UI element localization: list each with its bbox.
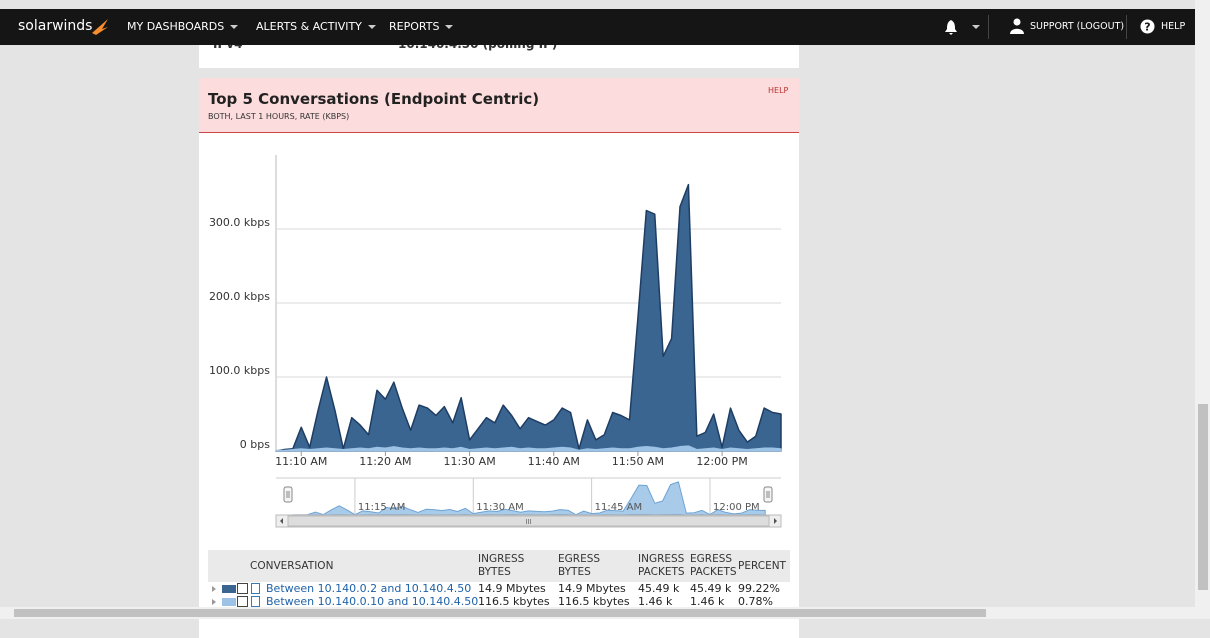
detail-icon xyxy=(251,596,260,607)
column-header: INGRESS PACKETS xyxy=(638,553,685,578)
x-tick-label: 11:30 AM xyxy=(443,455,495,468)
scroll-thumb[interactable] xyxy=(14,609,986,617)
expand-arrow xyxy=(212,586,216,592)
y-tick-label: 300.0 kbps xyxy=(209,216,270,229)
caret xyxy=(972,25,980,29)
scroll-thumb[interactable] xyxy=(1198,404,1208,590)
chart: 0 bps 100.0 kbps 200.0 kbps 300.0 kbps 11:10… xyxy=(209,155,782,528)
column-header: EGRESS BYTES xyxy=(558,553,601,578)
table-cell: 45.49 k xyxy=(638,582,680,595)
menu-item[interactable]: MY DASHBOARDS xyxy=(127,20,239,33)
menu-item[interactable]: ALERTS & ACTIVITY xyxy=(256,20,376,33)
navigator-handle[interactable] xyxy=(283,486,293,503)
expand-arrow xyxy=(212,599,216,605)
bell-icon[interactable] xyxy=(944,19,958,35)
navigator-area xyxy=(291,481,766,516)
series-swatch xyxy=(222,598,236,606)
caret xyxy=(367,25,376,29)
table-cell: 14.9 Mbytes xyxy=(558,582,626,595)
x-tick-label: 11:10 AM xyxy=(275,455,327,468)
help-icon: ? xyxy=(1140,19,1155,34)
navigator-tick-label: 12:00 PM xyxy=(713,502,760,513)
navigator-tick-label: 11:45 AM xyxy=(595,502,642,513)
table-cell: 1.46 k xyxy=(690,595,725,608)
table-cell: 99.22% xyxy=(738,582,780,595)
scroll-arrow xyxy=(280,518,283,524)
menu-label: MY DASHBOARDS xyxy=(127,20,225,33)
menu-label: ALERTS & ACTIVITY xyxy=(256,20,362,33)
x-tick-label: 11:20 AM xyxy=(359,455,411,468)
support-link[interactable]: SUPPORT (LOGOUT) xyxy=(1030,21,1125,32)
separator xyxy=(1126,15,1127,39)
table-cell: 14.9 Mbytes xyxy=(478,582,546,595)
widget-title: Top 5 Conversations (Endpoint Centric) xyxy=(208,90,540,108)
checkbox[interactable] xyxy=(237,583,248,594)
menu-item[interactable]: REPORTS xyxy=(389,20,454,33)
help-link[interactable]: HELP xyxy=(1161,21,1186,32)
x-tick-label: 11:40 AM xyxy=(528,455,580,468)
conversation-table: CONVERSATION INGRESS BYTES EGRESS BYTES … xyxy=(208,550,790,610)
table-cell: 0.78% xyxy=(738,595,773,608)
conversation-link[interactable]: Between 10.140.0.10 and 10.140.4.50 xyxy=(266,595,479,608)
caret xyxy=(445,25,454,29)
x-tick-label: 12:00 PM xyxy=(696,455,747,468)
widget: Top 5 Conversations (Endpoint Centric) B… xyxy=(199,78,799,638)
table-cell: 116.5 kbytes xyxy=(478,595,550,608)
table-cell: 116.5 kbytes xyxy=(558,595,630,608)
menu-label: REPORTS xyxy=(389,20,440,33)
widget-header: Top 5 Conversations (Endpoint Centric) B… xyxy=(199,78,799,133)
caret xyxy=(230,25,239,29)
v-scrollbar[interactable] xyxy=(1195,0,1210,607)
column-header: CONVERSATION xyxy=(250,559,334,572)
user-icon xyxy=(1010,18,1024,34)
series-swatch xyxy=(222,585,236,593)
separator xyxy=(988,15,989,39)
logo-icon xyxy=(92,19,108,35)
navigator-tick-label: 11:30 AM xyxy=(476,502,523,513)
column-header: PERCENT xyxy=(738,559,786,572)
column-header: INGRESS BYTES xyxy=(478,553,525,578)
navigator-tick-label: 11:15 AM xyxy=(358,502,405,513)
table-cell: 45.49 k xyxy=(690,582,732,595)
y-tick-label: 100.0 kbps xyxy=(209,364,270,377)
svg-text:?: ? xyxy=(1144,21,1150,34)
h-scrollbar[interactable] xyxy=(0,607,1210,619)
widget-subtitle: BOTH, LAST 1 HOURS, RATE (KBPS) xyxy=(208,112,350,121)
table-header xyxy=(208,550,790,582)
conversation-link[interactable]: Between 10.140.0.2 and 10.140.4.50 xyxy=(266,582,472,595)
top-nav: solarwinds MY DASHBOARDS ALERTS & ACTIVI… xyxy=(0,9,1195,45)
detail-icon xyxy=(251,583,260,594)
scroll-arrow xyxy=(774,518,777,524)
logo[interactable]: solarwinds xyxy=(18,18,93,34)
checkbox[interactable] xyxy=(237,596,248,607)
widget-help[interactable]: HELP xyxy=(768,86,789,95)
column-header: EGRESS PACKETS xyxy=(690,553,737,578)
table-cell: 1.46 k xyxy=(638,595,673,608)
series-area xyxy=(275,445,782,452)
y-tick-label: 0 bps xyxy=(240,438,270,451)
navigator-handle[interactable] xyxy=(763,486,773,503)
table-body: Between 10.140.0.2 and 10.140.4.50 14.9 M… xyxy=(208,582,790,613)
x-tick-label: 11:50 AM xyxy=(612,455,664,468)
series-area xyxy=(275,183,782,452)
y-tick-label: 200.0 kbps xyxy=(209,290,270,303)
